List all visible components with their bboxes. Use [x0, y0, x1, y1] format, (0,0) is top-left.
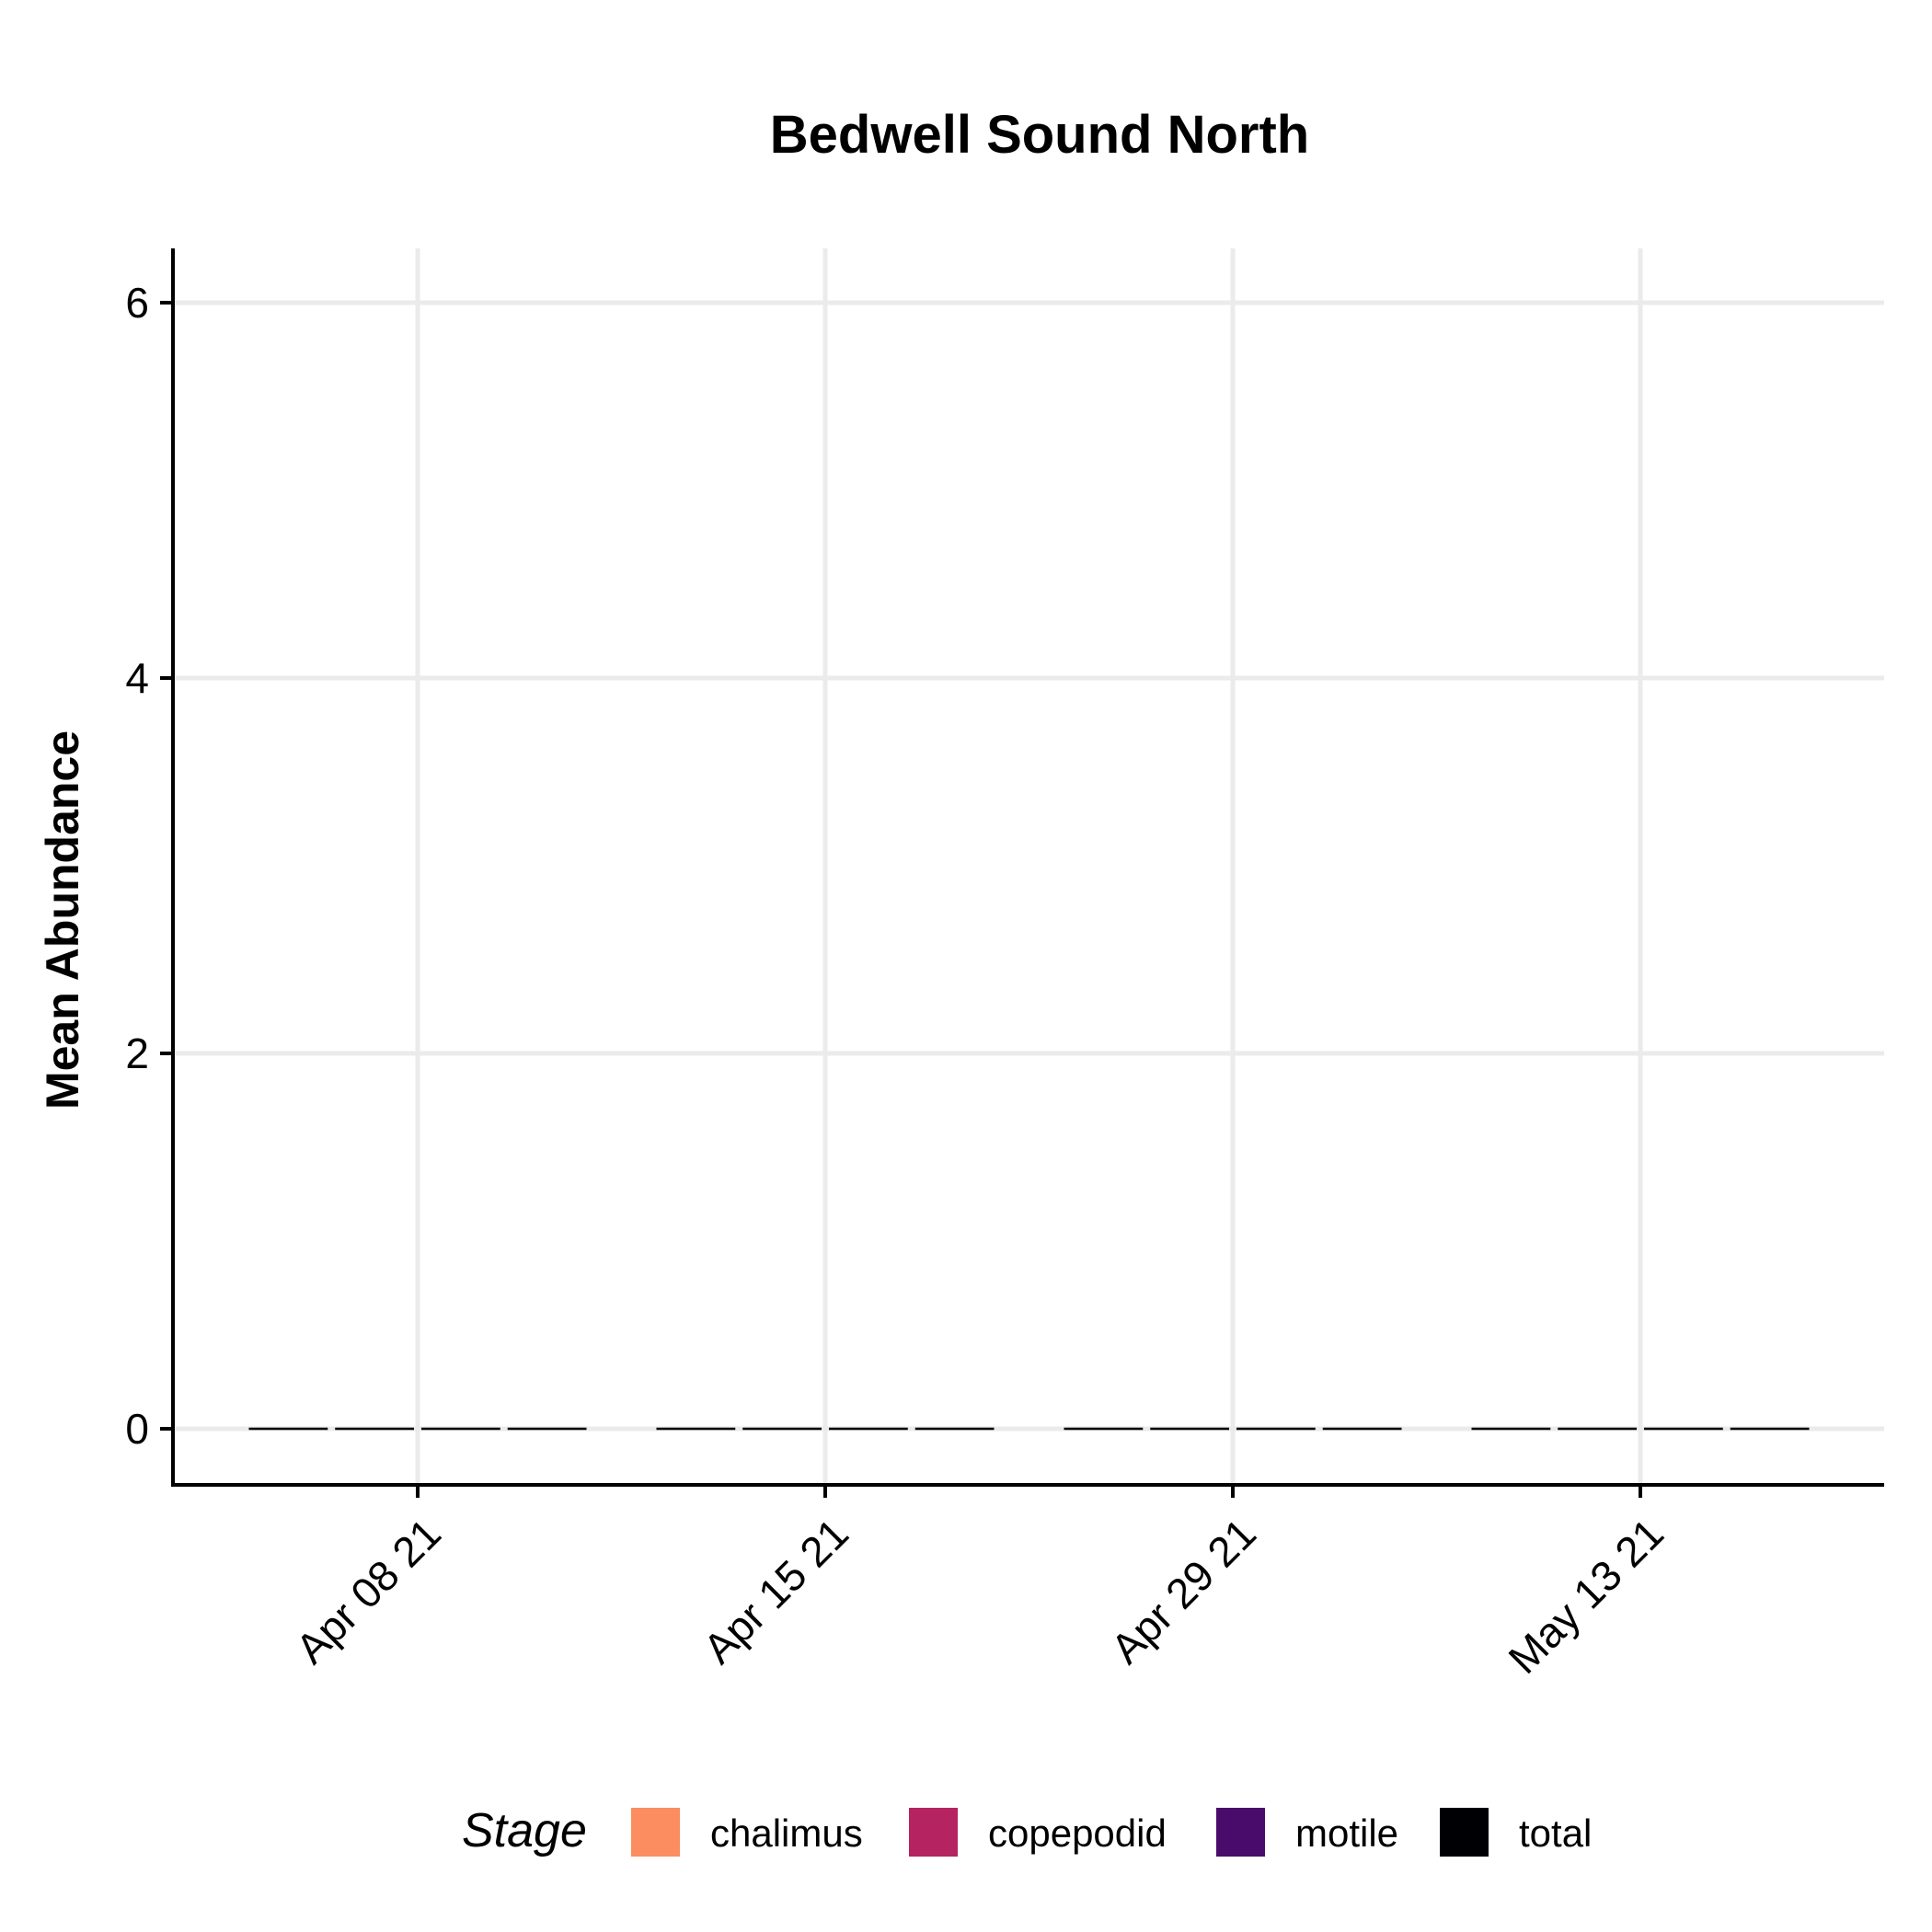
x-tick-label: Apr 29 21 — [1101, 1509, 1265, 1673]
x-tick-label: Apr 08 21 — [286, 1509, 450, 1673]
legend-swatch — [1216, 1808, 1265, 1857]
legend-swatch — [1440, 1808, 1489, 1857]
chart-title: Bedwell Sound North — [770, 105, 1309, 165]
y-tick-label: 4 — [125, 654, 149, 702]
legend-label: copepodid — [988, 1811, 1167, 1855]
legend-label: motile — [1295, 1811, 1398, 1855]
legend-swatch — [909, 1808, 958, 1857]
legend-label: chalimus — [710, 1811, 863, 1855]
y-axis-title: Mean Abundance — [37, 730, 88, 1110]
legend: Stage chalimus copepodid motile total — [462, 1804, 1592, 1857]
y-tick-label: 6 — [125, 279, 149, 327]
x-tick-label: Apr 15 21 — [694, 1509, 857, 1673]
gridlines — [173, 248, 1884, 1485]
y-tick-label: 2 — [125, 1029, 149, 1077]
axes: 0 2 4 6 Apr 08 21 Apr 15 21 Apr 29 21 May 13 21 — [125, 248, 1884, 1683]
legend-swatch — [631, 1808, 680, 1857]
y-tick-label: 0 — [125, 1405, 149, 1453]
x-tick-label: May 13 21 — [1499, 1509, 1673, 1683]
legend-title: Stage — [462, 1804, 587, 1857]
legend-label: total — [1519, 1811, 1592, 1855]
